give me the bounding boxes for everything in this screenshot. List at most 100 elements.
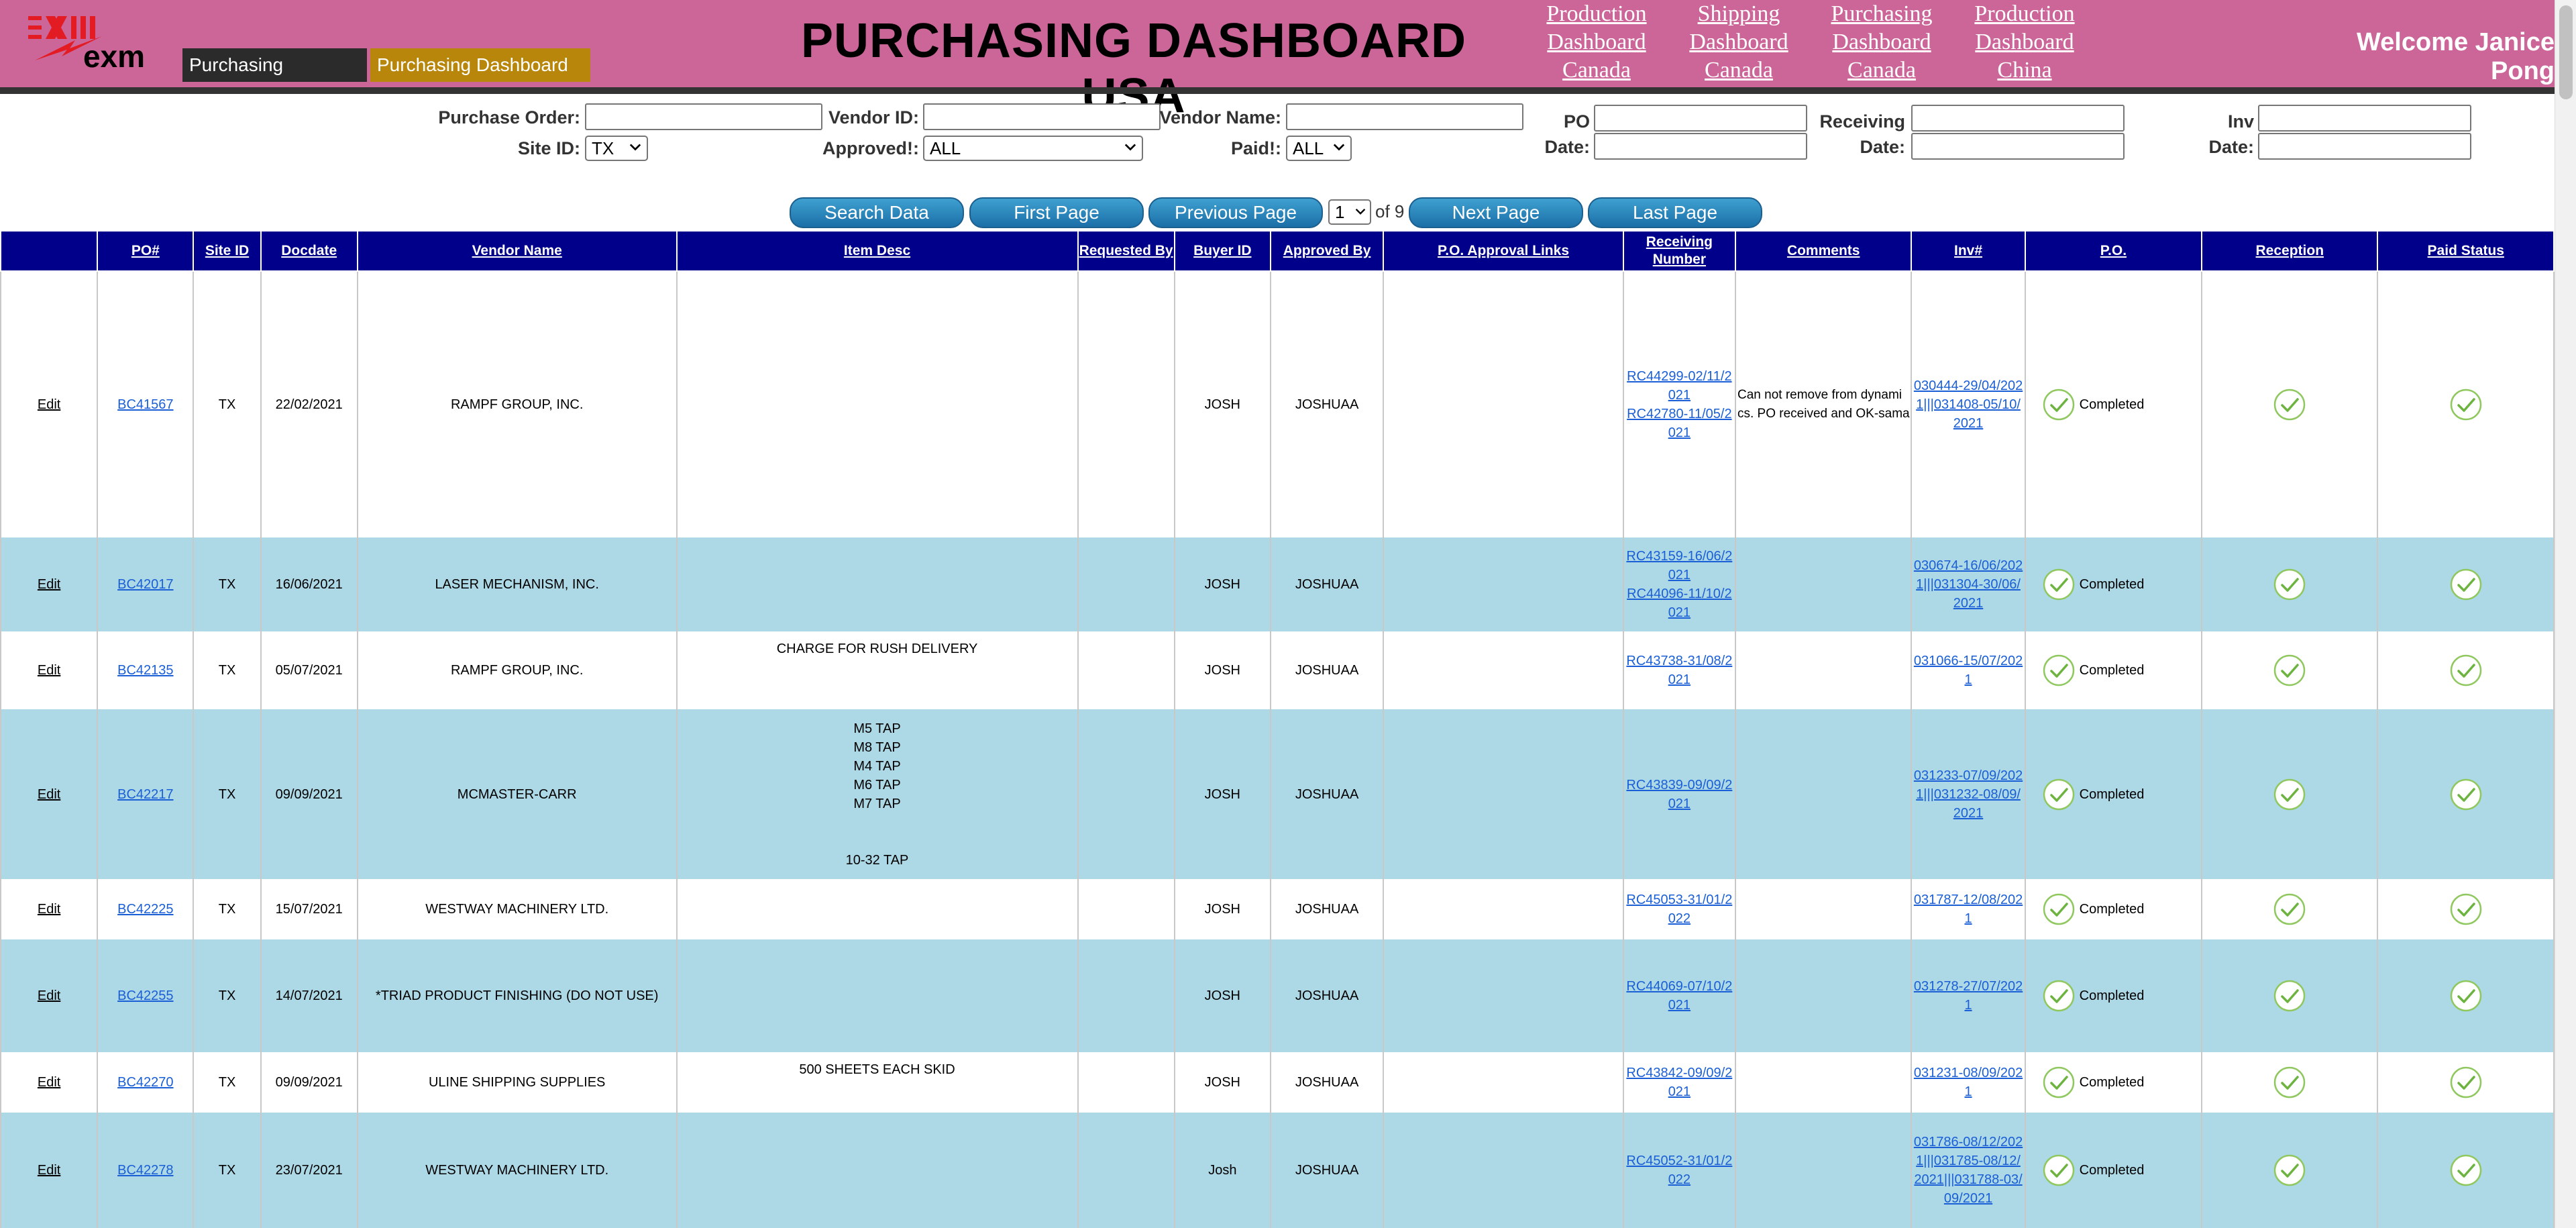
po-status-cell: Completed: [2024, 538, 2203, 631]
first-page-button[interactable]: First Page: [969, 197, 1144, 228]
edit-link[interactable]: Edit: [37, 902, 61, 917]
item-desc-cell: [676, 1113, 1079, 1228]
breadcrumb-purchasing-dashboard[interactable]: Purchasing Dashboard: [182, 48, 367, 109]
next-page-button[interactable]: Next Page: [1409, 197, 1583, 228]
column-header-requested-by[interactable]: Requested By: [1077, 230, 1175, 272]
text-line: RC43738-31/08/2: [1626, 654, 1733, 668]
approved-select[interactable]: ALL: [923, 136, 1143, 161]
invoice-number-link[interactable]: 030674-16/06/202 1|||031304-30/06/2021: [1912, 556, 2024, 613]
po-status-text: Completed: [2079, 902, 2145, 917]
approval-links-cell: [1383, 1052, 1624, 1113]
invoice-number-link[interactable]: 031278-27/07/202 1: [1912, 977, 2024, 1015]
po-number-link[interactable]: BC42270: [117, 1075, 174, 1090]
column-header-paid-status[interactable]: Paid Status: [2377, 230, 2555, 272]
page-number-select[interactable]: 1: [1328, 199, 1371, 225]
column-header-item-desc[interactable]: Item Desc: [676, 230, 1079, 272]
text-line: 1|||031232-08/09/: [1916, 786, 2021, 802]
vendor-name-label: Vendor Name:: [1159, 107, 1281, 127]
receiving-number-link[interactable]: RC43839-09/09/2 021: [1624, 776, 1735, 813]
item-line: 500 SHEETS EACH SKID: [799, 1062, 955, 1077]
header-bar: exm Purchasing Dashboard Purchasing Dash…: [0, 0, 2555, 123]
column-header-docdate[interactable]: Docdate: [260, 230, 358, 272]
po-date-from-input[interactable]: [1594, 105, 1807, 132]
nav-link-shipping-canada[interactable]: Shipping Dashboard Canada: [1689, 1, 1788, 83]
po-number-link[interactable]: BC42017: [117, 577, 174, 592]
receiving-number-link[interactable]: RC43842-09/09/2 021: [1624, 1064, 1735, 1101]
edit-link[interactable]: Edit: [37, 1163, 61, 1178]
previous-page-button[interactable]: Previous Page: [1148, 197, 1323, 228]
nav-link-production-china[interactable]: Production Dashboard China: [1974, 1, 2075, 83]
receiving-number-link[interactable]: RC45053-31/01/2 022: [1624, 890, 1735, 928]
buyer-id-cell: Josh: [1173, 1113, 1271, 1228]
receiving-number-link[interactable]: RC44069-07/10/2 021: [1624, 977, 1735, 1015]
last-page-button[interactable]: Last Page: [1588, 197, 1762, 228]
column-header-reception[interactable]: Reception: [2201, 230, 2379, 272]
edit-link[interactable]: Edit: [37, 988, 61, 1003]
edit-link[interactable]: Edit: [37, 663, 61, 678]
column-header-approved-by[interactable]: Approved By: [1269, 230, 1385, 272]
receiving-number-link[interactable]: RC45052-31/01/2 022: [1624, 1152, 1735, 1189]
purchase-order-input[interactable]: [585, 103, 822, 130]
invoice-number-link[interactable]: 031786-08/12/202 1|||031785-08/12/2021|||…: [1912, 1133, 2024, 1208]
company-logo: exm: [28, 16, 145, 74]
invoice-number-link[interactable]: 031066-15/07/202 1: [1912, 652, 2024, 689]
nav-link-production-canada[interactable]: Production Dashboard Canada: [1546, 1, 1647, 83]
breadcrumb-purchasing-dashboard-usa[interactable]: Purchasing Dashboard USA: [370, 48, 590, 109]
po-number-link[interactable]: BC42278: [117, 1163, 174, 1178]
column-header-invoice-number[interactable]: Inv#: [1911, 230, 2026, 272]
docdate-cell: 09/09/2021: [260, 709, 358, 879]
po-number-link[interactable]: BC42217: [117, 786, 174, 802]
item-line: CHARGE FOR RUSH DELIVERY: [776, 642, 978, 656]
edit-link[interactable]: Edit: [37, 397, 61, 412]
approved-label: Approved!:: [822, 138, 919, 158]
po-number-link[interactable]: BC41567: [117, 397, 174, 412]
column-header-site-id[interactable]: Site ID: [193, 230, 262, 272]
receiving-number-link[interactable]: RC43159-16/06/2 021 RC44096-11/10/2 021: [1624, 547, 1735, 622]
receiving-number-link[interactable]: RC44299-02/11/2 021 RC42780-11/05/2 021: [1624, 367, 1735, 442]
comments-cell: [1734, 538, 1913, 631]
search-data-button[interactable]: Search Data: [790, 197, 964, 228]
edit-link[interactable]: Edit: [37, 1075, 61, 1090]
text-line: RC43842-09/09/2: [1626, 1066, 1733, 1080]
column-header-approval-links[interactable]: P.O. Approval Links: [1383, 230, 1624, 272]
column-header-buyer-id[interactable]: Buyer ID: [1173, 230, 1271, 272]
receiving-number-cell: RC43842-09/09/2 021: [1622, 1052, 1737, 1113]
receiving-date-from-input[interactable]: [1911, 105, 2125, 132]
edit-link[interactable]: Edit: [37, 786, 61, 802]
po-date-to-input[interactable]: [1594, 133, 1807, 160]
vendor-name-input[interactable]: [1286, 103, 1523, 130]
po-status-cell: Completed: [2024, 709, 2203, 879]
receiving-number-link[interactable]: RC43738-31/08/2 021: [1624, 652, 1735, 689]
site-id-select[interactable]: TX: [585, 136, 648, 161]
purchase-order-label: Purchase Order:: [438, 107, 580, 127]
invoice-number-link[interactable]: 031787-12/08/202 1: [1912, 890, 2024, 928]
check-circle-icon: [2450, 1154, 2481, 1186]
vertical-scrollbar[interactable]: [2555, 0, 2576, 1228]
approval-links-cell: [1383, 538, 1624, 631]
scrollbar-thumb[interactable]: [2559, 5, 2573, 99]
invoice-number-link[interactable]: 030444-29/04/202 1|||031408-05/10/2021: [1912, 376, 2024, 433]
column-header-po-number[interactable]: PO#: [97, 230, 195, 272]
column-header-receiving-number[interactable]: Receiving Number: [1622, 230, 1737, 272]
column-header-po-status[interactable]: P.O.: [2024, 230, 2203, 272]
receiving-date-to-input[interactable]: [1911, 133, 2125, 160]
paid-select[interactable]: ALL: [1286, 136, 1352, 161]
column-header-comments[interactable]: Comments: [1734, 230, 1913, 272]
inv-date-to-input[interactable]: [2258, 133, 2471, 160]
site-id-cell: TX: [193, 709, 262, 879]
po-number-link[interactable]: BC42225: [117, 902, 174, 917]
invoice-number-link[interactable]: 031231-08/09/202 1: [1912, 1064, 2024, 1101]
edit-link[interactable]: Edit: [37, 577, 61, 592]
edit-cell: Edit: [0, 271, 99, 538]
po-number-link[interactable]: BC42135: [117, 663, 174, 678]
column-header-vendor-name[interactable]: Vendor Name: [356, 230, 678, 272]
po-number-cell: BC42217: [97, 709, 195, 879]
nav-link-purchasing-canada[interactable]: Purchasing Dashboard Canada: [1831, 1, 1933, 83]
text-line: 031231-08/09/202: [1913, 1066, 2023, 1080]
po-number-link[interactable]: BC42255: [117, 988, 174, 1003]
check-circle-icon: [2450, 893, 2481, 925]
inv-date-from-input[interactable]: [2258, 105, 2471, 132]
vendor-id-input[interactable]: [923, 103, 1161, 130]
receiving-number-cell: RC43839-09/09/2 021: [1622, 709, 1737, 879]
invoice-number-link[interactable]: 031233-07/09/202 1|||031232-08/09/2021: [1912, 766, 2024, 823]
